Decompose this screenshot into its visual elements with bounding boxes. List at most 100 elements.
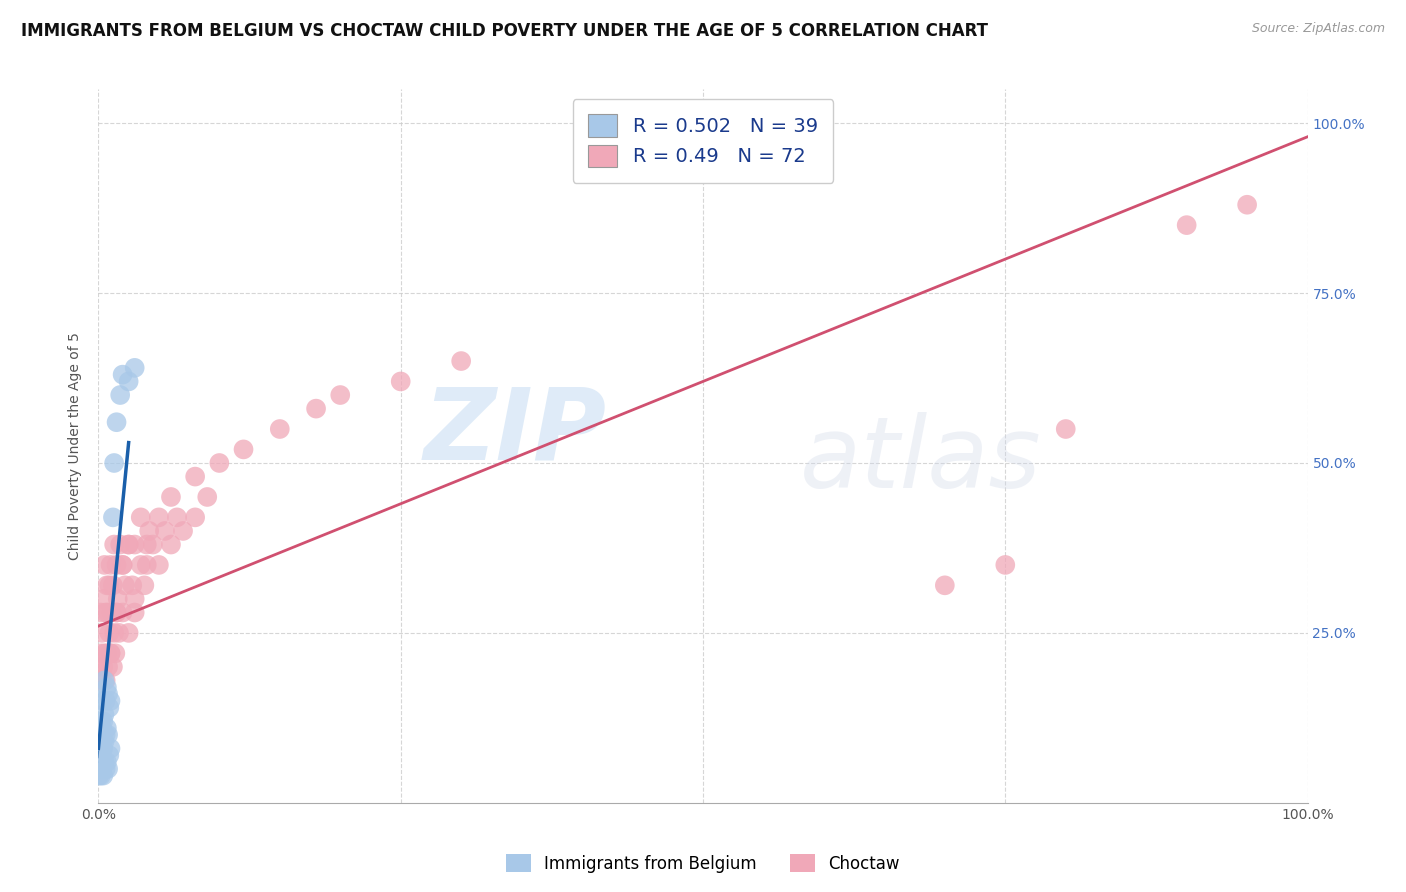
Point bbox=[129, 558, 152, 572]
Point bbox=[94, 673, 117, 688]
Point bbox=[114, 578, 136, 592]
Point bbox=[1236, 198, 1258, 212]
Point bbox=[142, 537, 165, 551]
Point bbox=[118, 626, 141, 640]
Point bbox=[184, 469, 207, 483]
Point bbox=[91, 769, 114, 783]
Point bbox=[93, 558, 115, 572]
Point bbox=[94, 694, 117, 708]
Point bbox=[208, 456, 231, 470]
Point bbox=[94, 762, 117, 776]
Point bbox=[100, 606, 122, 620]
Point bbox=[111, 558, 134, 572]
Point bbox=[90, 646, 112, 660]
Point bbox=[195, 490, 218, 504]
Point bbox=[100, 646, 122, 660]
Point bbox=[994, 558, 1017, 572]
Point bbox=[96, 578, 118, 592]
Text: ZIP: ZIP bbox=[423, 384, 606, 480]
Point bbox=[111, 368, 134, 382]
Point bbox=[121, 578, 143, 592]
Point bbox=[108, 537, 131, 551]
Text: Source: ZipAtlas.com: Source: ZipAtlas.com bbox=[1251, 22, 1385, 36]
Point bbox=[105, 606, 128, 620]
Point bbox=[1175, 218, 1198, 232]
Point bbox=[105, 606, 128, 620]
Point bbox=[450, 354, 472, 368]
Legend: R = 0.502   N = 39, R = 0.49   N = 72: R = 0.502 N = 39, R = 0.49 N = 72 bbox=[572, 99, 834, 183]
Point bbox=[105, 558, 128, 572]
Y-axis label: Child Poverty Under the Age of 5: Child Poverty Under the Age of 5 bbox=[69, 332, 83, 560]
Point bbox=[91, 741, 114, 756]
Point bbox=[91, 660, 114, 674]
Point bbox=[305, 401, 328, 416]
Point bbox=[93, 755, 115, 769]
Point bbox=[100, 646, 122, 660]
Point bbox=[93, 707, 115, 722]
Point bbox=[90, 769, 112, 783]
Point bbox=[184, 510, 207, 524]
Point bbox=[91, 626, 114, 640]
Point bbox=[91, 714, 114, 729]
Point bbox=[135, 558, 157, 572]
Point bbox=[87, 769, 110, 783]
Point bbox=[148, 510, 170, 524]
Point bbox=[103, 626, 125, 640]
Point bbox=[97, 660, 120, 674]
Point bbox=[232, 442, 254, 457]
Point bbox=[93, 646, 115, 660]
Point bbox=[108, 626, 131, 640]
Point bbox=[91, 741, 114, 756]
Point bbox=[98, 700, 121, 714]
Point bbox=[90, 714, 112, 729]
Point bbox=[89, 755, 111, 769]
Point bbox=[118, 537, 141, 551]
Point bbox=[166, 510, 188, 524]
Point bbox=[91, 591, 114, 606]
Point bbox=[124, 606, 146, 620]
Point bbox=[111, 558, 134, 572]
Point bbox=[389, 375, 412, 389]
Point bbox=[103, 537, 125, 551]
Point bbox=[118, 537, 141, 551]
Point bbox=[97, 687, 120, 701]
Point bbox=[107, 591, 129, 606]
Point bbox=[101, 660, 124, 674]
Legend: Immigrants from Belgium, Choctaw: Immigrants from Belgium, Choctaw bbox=[499, 847, 907, 880]
Point bbox=[124, 591, 146, 606]
Point bbox=[98, 626, 121, 640]
Point bbox=[269, 422, 291, 436]
Point bbox=[89, 741, 111, 756]
Point bbox=[148, 558, 170, 572]
Point bbox=[153, 524, 176, 538]
Point bbox=[329, 388, 352, 402]
Point bbox=[96, 646, 118, 660]
Point bbox=[172, 524, 194, 538]
Point bbox=[91, 694, 114, 708]
Point bbox=[97, 762, 120, 776]
Point bbox=[94, 606, 117, 620]
Point bbox=[93, 673, 115, 688]
Point bbox=[96, 755, 118, 769]
Point bbox=[90, 734, 112, 748]
Point bbox=[101, 510, 124, 524]
Point bbox=[90, 606, 112, 620]
Point bbox=[138, 524, 160, 538]
Point bbox=[104, 646, 127, 660]
Point bbox=[135, 537, 157, 551]
Text: atlas: atlas bbox=[800, 412, 1042, 508]
Point bbox=[100, 558, 122, 572]
Point bbox=[89, 728, 111, 742]
Point bbox=[96, 680, 118, 694]
Point bbox=[160, 490, 183, 504]
Point bbox=[98, 578, 121, 592]
Point bbox=[160, 537, 183, 551]
Point bbox=[100, 741, 122, 756]
Point bbox=[101, 578, 124, 592]
Point bbox=[111, 606, 134, 620]
Point bbox=[1054, 422, 1077, 436]
Point bbox=[103, 456, 125, 470]
Point bbox=[91, 762, 114, 776]
Point bbox=[98, 748, 121, 763]
Point bbox=[97, 606, 120, 620]
